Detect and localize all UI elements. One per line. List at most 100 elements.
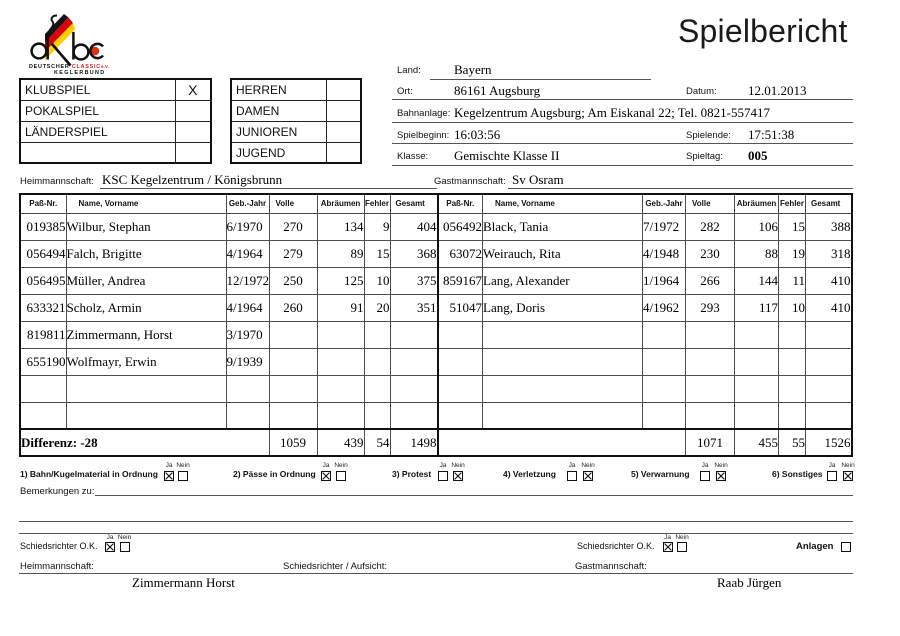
check-item-5-ja-checkbox[interactable] <box>700 470 710 481</box>
category-row-checkbox[interactable] <box>325 120 362 143</box>
results-cell-home-geb[interactable] <box>225 374 270 403</box>
category-row-checkbox[interactable] <box>325 141 362 164</box>
info-klasse-value[interactable]: Gemischte Klasse II <box>454 148 560 163</box>
info-datum-value[interactable]: 12.01.2013 <box>748 82 807 98</box>
results-cell-guest-abr[interactable]: 117 <box>734 293 779 322</box>
results-cell-home-feh[interactable]: 10 <box>363 266 391 295</box>
category-row-checkbox[interactable] <box>325 78 362 101</box>
check-item-6-nein-checkbox[interactable] <box>843 470 853 481</box>
results-cell-guest-feh[interactable] <box>778 401 806 430</box>
results-cell-home-volle[interactable] <box>268 374 318 403</box>
results-cell-home-geb[interactable]: 3/1970 <box>225 320 270 349</box>
results-cell-home-feh[interactable]: 20 <box>363 293 391 322</box>
results-cell-home-name[interactable]: Falch, Brigitte <box>65 239 227 268</box>
results-cell-home-pass[interactable]: 019385 <box>19 212 67 241</box>
remarks-line-2[interactable] <box>19 521 853 522</box>
results-cell-home-name[interactable]: Wilbur, Stephan <box>65 212 227 241</box>
guest-team-value[interactable]: Sv Osram <box>512 172 564 187</box>
results-cell-guest-abr[interactable] <box>734 320 779 349</box>
results-cell-home-abr[interactable] <box>316 347 365 376</box>
results-cell-guest-geb[interactable]: 1/1964 <box>642 266 686 295</box>
results-cell-home-feh[interactable] <box>363 401 391 430</box>
results-cell-guest-volle[interactable] <box>685 320 735 349</box>
results-cell-guest-abr[interactable] <box>734 374 779 403</box>
results-cell-guest-pass[interactable] <box>436 347 483 376</box>
results-cell-guest-name[interactable]: Black, Tania <box>482 212 643 241</box>
results-cell-home-abr[interactable] <box>316 320 365 349</box>
results-cell-guest-feh[interactable]: 19 <box>778 239 806 268</box>
results-cell-guest-geb[interactable]: 7/1972 <box>642 212 686 241</box>
results-cell-guest-geb[interactable]: 4/1948 <box>642 239 686 268</box>
results-cell-guest-geb[interactable]: 4/1962 <box>642 293 686 322</box>
results-cell-guest-volle[interactable]: 230 <box>685 239 735 268</box>
results-cell-home-pass[interactable]: 633321 <box>19 293 67 322</box>
referee-right-nein-checkbox[interactable] <box>677 541 687 552</box>
results-cell-home-ges[interactable]: 404 <box>389 212 438 241</box>
results-cell-home-name[interactable]: Scholz, Armin <box>65 293 227 322</box>
results-cell-home-volle[interactable]: 250 <box>268 266 318 295</box>
results-cell-guest-name[interactable] <box>482 347 643 376</box>
results-cell-home-abr[interactable]: 134 <box>316 212 365 241</box>
results-cell-home-ges[interactable]: 368 <box>389 239 438 268</box>
results-cell-guest-abr[interactable]: 144 <box>734 266 779 295</box>
check-item-6-ja-checkbox[interactable] <box>827 470 837 481</box>
results-cell-guest-abr[interactable] <box>734 347 779 376</box>
results-cell-home-feh[interactable]: 15 <box>363 239 391 268</box>
results-cell-home-abr[interactable] <box>316 374 365 403</box>
check-item-1-nein-checkbox[interactable] <box>178 470 188 481</box>
check-item-2-nein-checkbox[interactable] <box>336 470 346 481</box>
info-spielbeginn-value[interactable]: 16:03:56 <box>454 126 501 142</box>
results-cell-home-ges[interactable] <box>389 374 438 403</box>
anlagen-checkbox[interactable] <box>841 541 851 552</box>
info-land-value[interactable]: Bayern <box>454 62 492 77</box>
category-row-checkbox[interactable] <box>325 99 362 122</box>
results-cell-guest-name[interactable] <box>482 374 643 403</box>
referee-left-ja-checkbox[interactable] <box>105 541 115 552</box>
results-cell-guest-ges[interactable]: 388 <box>805 212 852 241</box>
results-cell-home-volle[interactable] <box>268 320 318 349</box>
info-bahnanlage-value[interactable]: Kegelzentrum Augsburg; Am Eiskanal 22; T… <box>454 105 770 120</box>
results-cell-guest-pass[interactable] <box>436 401 483 430</box>
results-cell-guest-volle[interactable]: 293 <box>685 293 735 322</box>
check-item-3-nein-checkbox[interactable] <box>453 470 463 481</box>
results-cell-home-abr[interactable]: 91 <box>316 293 365 322</box>
results-cell-home-pass[interactable] <box>19 401 67 430</box>
info-spielende-value[interactable]: 17:51:38 <box>748 126 795 142</box>
referee-left-nein-checkbox[interactable] <box>119 541 130 552</box>
results-cell-home-ges[interactable]: 351 <box>389 293 438 322</box>
results-cell-home-abr[interactable]: 89 <box>316 239 365 268</box>
results-cell-guest-abr[interactable] <box>734 401 779 430</box>
results-cell-guest-volle[interactable] <box>685 347 735 376</box>
check-item-5-nein-checkbox[interactable] <box>716 470 726 481</box>
results-cell-home-volle[interactable] <box>268 401 318 430</box>
results-cell-guest-name[interactable] <box>482 320 643 349</box>
remarks-line-3[interactable] <box>19 533 853 534</box>
results-cell-guest-volle[interactable] <box>685 374 735 403</box>
results-cell-guest-name[interactable] <box>482 401 643 430</box>
check-item-4-nein-checkbox[interactable] <box>583 470 593 481</box>
results-cell-home-geb[interactable]: 4/1964 <box>225 239 270 268</box>
check-item-2-ja-checkbox[interactable] <box>321 470 331 481</box>
results-cell-guest-ges[interactable]: 410 <box>805 293 852 322</box>
signature-guest-name[interactable]: Raab Jürgen <box>717 575 782 590</box>
results-cell-guest-geb[interactable] <box>642 401 686 430</box>
match-type-row-checkbox[interactable] <box>174 120 212 143</box>
results-cell-home-name[interactable] <box>65 374 227 403</box>
results-cell-home-volle[interactable]: 260 <box>268 293 318 322</box>
results-cell-home-pass[interactable]: 056495 <box>19 266 67 295</box>
results-cell-home-abr[interactable] <box>316 401 365 430</box>
results-cell-guest-geb[interactable] <box>642 347 686 376</box>
results-cell-guest-feh[interactable]: 10 <box>778 293 806 322</box>
results-cell-guest-feh[interactable]: 15 <box>778 212 806 241</box>
results-cell-guest-ges[interactable] <box>805 401 852 430</box>
results-cell-home-volle[interactable]: 279 <box>268 239 318 268</box>
results-cell-guest-name[interactable]: Lang, Alexander <box>482 266 643 295</box>
results-cell-guest-feh[interactable] <box>778 347 806 376</box>
results-cell-guest-ges[interactable] <box>805 320 852 349</box>
results-cell-home-feh[interactable] <box>363 320 391 349</box>
results-cell-home-name[interactable]: Zimmermann, Horst <box>65 320 227 349</box>
results-cell-guest-feh[interactable]: 11 <box>778 266 806 295</box>
results-cell-home-pass[interactable]: 655190 <box>19 347 67 376</box>
results-cell-guest-feh[interactable] <box>778 374 806 403</box>
results-cell-home-ges[interactable]: 375 <box>389 266 438 295</box>
